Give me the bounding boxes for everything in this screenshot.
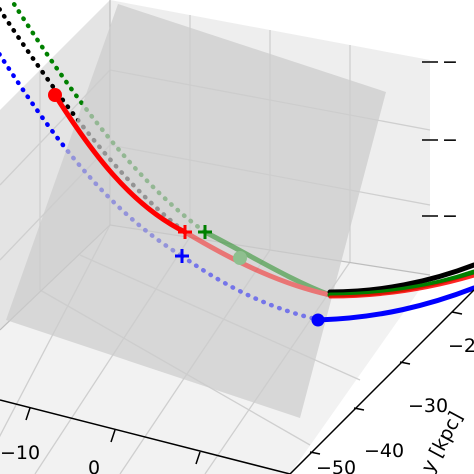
x-axis-line [0, 399, 291, 474]
green-end-marker [233, 251, 247, 265]
gray-plane [6, 4, 386, 418]
y-axis [289, 289, 474, 474]
blue-plus-marker [175, 249, 189, 263]
x-tick [25, 407, 31, 421]
y-axis-label: y [kpc] [417, 408, 467, 474]
blue-orbit-solid [315, 285, 474, 323]
y-tick-label: −20 [448, 335, 474, 357]
blue-orbit-faded [179, 253, 323, 323]
black-orbit-solid [327, 262, 474, 295]
x-tick-label: 0 [88, 457, 100, 474]
trajectories-front [52, 92, 474, 323]
z-tick-label: − [442, 205, 458, 227]
z-axis [422, 61, 438, 217]
z-tick-label: − [442, 129, 458, 151]
markers [48, 88, 325, 327]
y-tick-label: −40 [364, 440, 404, 462]
red-plus-marker [178, 225, 192, 239]
y-tick [353, 407, 365, 411]
red-orbit-solid [52, 92, 188, 235]
trajectories-faded [179, 229, 333, 323]
blue-end-marker [311, 313, 325, 327]
z-tick-label: − [442, 51, 458, 73]
y-tick [451, 311, 463, 315]
green-orbit-solid [327, 269, 474, 298]
green-orbit-faded [202, 229, 333, 298]
y-tick [399, 361, 411, 365]
red-start-marker [48, 88, 62, 102]
x-tick [195, 451, 201, 465]
x-tick-label: −10 [0, 442, 40, 464]
green-plus-marker [198, 225, 212, 239]
x-axis [0, 399, 291, 474]
y-tick-label: −30 [408, 395, 448, 417]
x-tick [110, 429, 116, 443]
y-tick-label: −50 [316, 457, 356, 474]
y-axis-line [289, 289, 474, 474]
y-tick [309, 451, 321, 455]
red-orbit-tail [328, 274, 474, 299]
red-orbit-faded [182, 229, 333, 298]
